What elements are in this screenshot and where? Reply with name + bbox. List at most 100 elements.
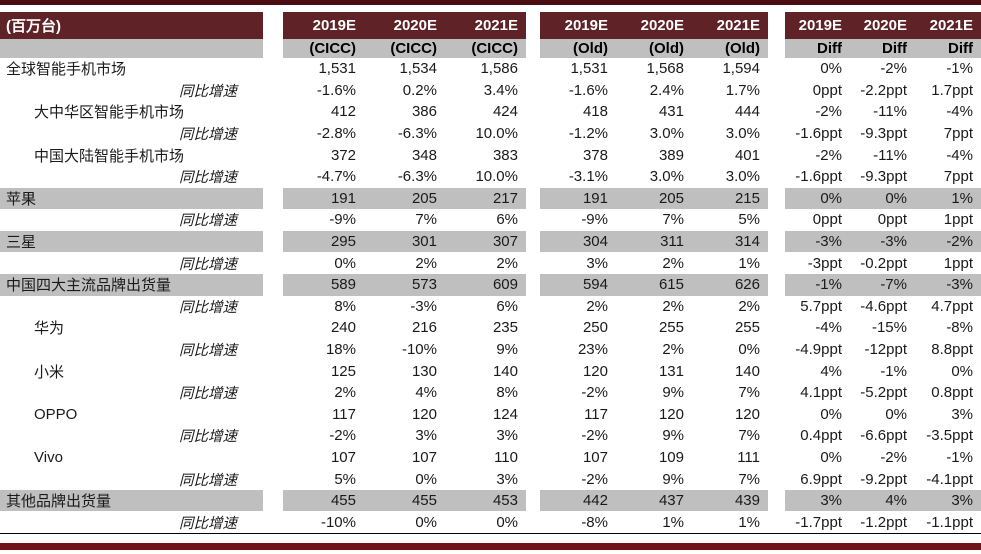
value-cell: 107 [582,448,608,466]
value-cell: 191 [283,187,364,210]
table-row: 同比增速 0% 2% 2% 3% 2% 1% -3ppt -0.2ppt 1ppt [0,252,981,274]
column-gap [768,511,785,534]
value-cell: -3% [850,230,915,253]
column-gap [768,58,785,80]
year-header-cell: 2021E [692,12,768,39]
value-cell: 3.0% [725,168,760,186]
column-gap [768,403,785,426]
value-cell: -2% [880,448,907,466]
value-cell: 2% [662,341,684,359]
value-cell: 3% [496,427,518,445]
value-cell: 307 [445,230,526,253]
value-cell: 0.4ppt [800,427,842,445]
value-cell: 3% [915,489,981,512]
value-cell: 6% [496,211,518,229]
table-row: 其他品牌出货量 455 455 453 442 437 439 3% 4% 3% [0,489,981,512]
value-cell: -1.6% [316,81,356,99]
value-cell: 10.0% [475,168,518,186]
column-gap [263,295,283,318]
column-gap [526,446,540,469]
value-cell: 295 [283,230,364,253]
row-label: 中国四大主流品牌出货量 [0,273,263,296]
value-cell: 1,594 [722,60,760,78]
value-cell: -4.1ppt [926,470,973,488]
value-cell: -2.8% [316,125,356,143]
column-gap [768,425,785,447]
column-gap [768,273,785,296]
value-cell: -15% [871,319,907,337]
value-cell: 573 [364,273,445,296]
row-label: 苹果 [0,187,263,210]
column-gap [526,252,540,274]
column-gap [526,317,540,339]
value-cell: 205 [364,187,445,210]
row-label: 同比增速 [179,386,237,403]
value-cell: -1.7ppt [795,513,842,531]
table-row: 同比增速 -1.6% 0.2% 3.4% -1.6% 2.4% 1.7% 0ppt -2.2pp… [0,79,981,102]
column-gap [526,12,540,39]
value-cell: 1.7% [725,81,760,99]
value-cell: -6.6ppt [860,427,907,445]
value-cell: 4% [415,384,437,402]
scenario-header-cell: Diff [915,39,981,58]
forecast-table: (百万台) 2019E 2020E 2021E 2019E 2020E 2021E 2019E… [0,12,981,535]
row-label: 其他品牌出货量 [0,489,263,512]
value-cell: 107 [411,448,437,466]
value-cell: -1.6ppt [795,168,842,186]
column-gap [768,39,785,58]
value-cell: 18% [325,341,356,359]
value-cell: 4% [820,362,842,380]
column-gap [263,165,283,188]
value-cell: 240 [330,319,356,337]
table-row: 同比增速 -2.8% -6.3% 10.0% -1.2% 3.0% 3.0% -1.6ppt -… [0,122,981,145]
column-gap [263,144,283,166]
scenario-header-cell: (CICC) [283,39,364,58]
value-cell: 0ppt [812,211,842,229]
column-gap [263,425,283,447]
value-cell: 372 [330,146,356,164]
value-cell: 0% [820,448,842,466]
value-cell: -1.6ppt [795,125,842,143]
unit-header: (百万台) [0,12,263,39]
scenario-header-cell: Diff [850,39,915,58]
subheader-blank-cell [0,39,263,58]
column-gap [768,79,785,102]
column-gap [768,360,785,382]
value-cell: -2.2ppt [860,81,907,99]
row-label: 华为 [34,320,65,338]
column-gap [526,187,540,210]
column-gap [263,360,283,382]
value-cell: 0% [885,405,907,423]
value-cell: -1.2% [568,125,608,143]
row-label: 同比增速 [179,343,237,360]
table-row: 苹果 191 205 217 191 205 215 0% 0% 1% [0,187,981,210]
scenario-header-cell: (Old) [692,39,768,58]
value-cell: -2% [815,103,842,121]
value-cell: 389 [658,146,684,164]
column-gap [526,144,540,166]
value-cell: 10.0% [475,125,518,143]
value-cell: 437 [616,489,692,512]
value-cell: -3% [410,297,437,315]
value-cell: 110 [494,448,518,466]
column-gap [263,273,283,296]
value-cell: 6.9ppt [800,470,842,488]
table-row: 小米 125 130 140 120 131 140 4% -1% 0% [0,360,981,382]
value-cell: 0.8ppt [931,384,973,402]
row-label: Vivo [34,448,63,466]
value-cell: 304 [540,230,616,253]
value-cell: -3% [915,273,981,296]
year-header-cell: 2019E [785,12,850,39]
column-gap [768,295,785,318]
value-cell: 1,531 [570,60,608,78]
value-cell: 442 [540,489,616,512]
column-gap [526,511,540,534]
value-cell: -2% [815,146,842,164]
column-gap [768,230,785,253]
year-header-cell: 2020E [364,12,445,39]
value-cell: 109 [658,448,684,466]
value-cell: -3% [785,230,850,253]
value-cell: 8% [334,297,356,315]
value-cell: -2% [880,60,907,78]
column-gap [768,338,785,361]
